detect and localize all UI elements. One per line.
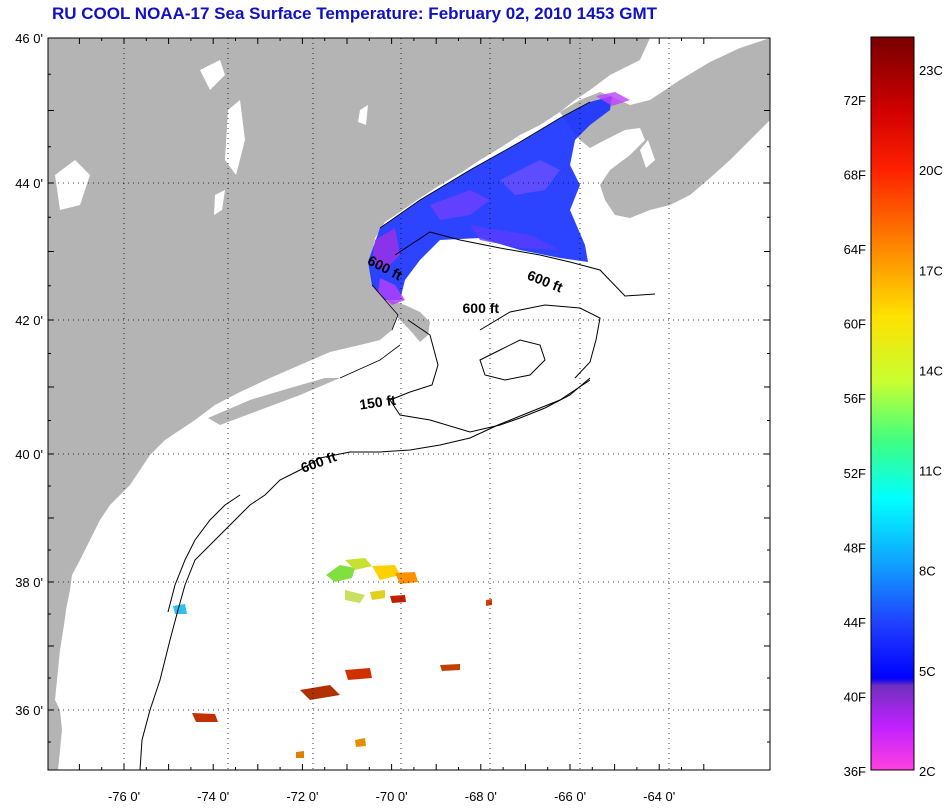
colorbar-celsius-label: 14C (919, 363, 943, 378)
land-long-island (208, 378, 340, 425)
colorbar-fahrenheit-label: 36F (844, 764, 866, 779)
lon-tick-label: -76 0' (108, 789, 140, 804)
lon-tick-label: -70 0' (376, 789, 408, 804)
colorbar-celsius-label: 5C (919, 664, 936, 679)
bays (122, 460, 215, 700)
colorbar-fahrenheit-label: 68F (844, 168, 866, 183)
colorbar-celsius-label: 2C (919, 764, 936, 779)
sst-patches-offshore (173, 558, 492, 758)
colorbar-fahrenheit-label: 64F (844, 242, 866, 257)
depth-contour-label: 600 ft (463, 300, 500, 316)
colorbar-celsius-label: 23C (919, 63, 943, 78)
lon-tick-label: -72 0' (286, 789, 318, 804)
isobath-150ft (389, 319, 591, 433)
latitude-labels: 46 0' 44 0' 42 0' 40 0' 38 0' 36 0' (15, 31, 43, 718)
isobath-georges-shoal (479, 339, 546, 381)
coastline-detail (339, 101, 591, 379)
colorbar-celsius-label: 8C (919, 564, 936, 579)
colorbar-celsius-label: 20C (919, 163, 943, 178)
map-area (48, 38, 770, 770)
lat-tick-label: 40 0' (15, 447, 43, 462)
lakes (55, 60, 655, 215)
colorbar-fahrenheit-label: 52F (844, 466, 866, 481)
lon-tick-label: -68 0' (465, 789, 497, 804)
map-title: RU COOL NOAA-17 Sea Surface Temperature:… (52, 4, 657, 23)
lat-tick-label: 46 0' (15, 31, 43, 46)
isobath-600ft-georges (479, 304, 601, 379)
lat-tick-label: 38 0' (15, 575, 43, 590)
lon-tick-label: -66 0' (554, 789, 586, 804)
colorbar-fahrenheit-label: 56F (844, 391, 866, 406)
colorbar-celsius-label: 11C (919, 464, 942, 479)
colorbar-fahrenheit-label: 48F (844, 540, 866, 555)
map-frame (47, 37, 771, 771)
colorbar-fahrenheit-labels: 72F 68F 64F 60F 56F 52F 48F 44F 40F 36F (844, 93, 866, 779)
graticule (48, 38, 770, 770)
colorbar-fahrenheit-label: 60F (844, 317, 866, 332)
isobath-contours (139, 231, 656, 770)
land-us (48, 38, 650, 770)
isobath-600ft-gulf (394, 231, 656, 297)
colorbar-fahrenheit-label: 72F (844, 93, 866, 108)
land-nova-scotia (560, 38, 770, 218)
isobath-600ft-shelf (139, 379, 591, 770)
depth-contour-label: 150 ft (358, 392, 397, 413)
isobath-inner-shelf (167, 494, 241, 613)
lat-tick-label: 42 0' (15, 313, 43, 328)
colorbar-fahrenheit-label: 44F (844, 615, 866, 630)
colorbar-fahrenheit-label: 40F (844, 689, 866, 704)
lon-tick-label: -74 0' (197, 789, 229, 804)
frame-ticks (48, 37, 770, 770)
colorbar-gradient (870, 36, 915, 771)
lat-tick-label: 36 0' (15, 703, 43, 718)
colorbar-celsius-labels: 23C 20C 17C 14C 11C 8C 5C 2C (919, 63, 943, 779)
colorbar-celsius-label: 17C (919, 263, 943, 278)
lat-tick-label: 44 0' (15, 176, 43, 191)
lon-tick-label: -64 0' (643, 789, 675, 804)
longitude-labels: -76 0' -74 0' -72 0' -70 0' -68 0' -66 0' -64 … (108, 789, 675, 804)
colorbar: 72F 68F 64F 60F 56F 52F 48F 44F 40F 36F 23C 20C 17C… (844, 36, 943, 779)
